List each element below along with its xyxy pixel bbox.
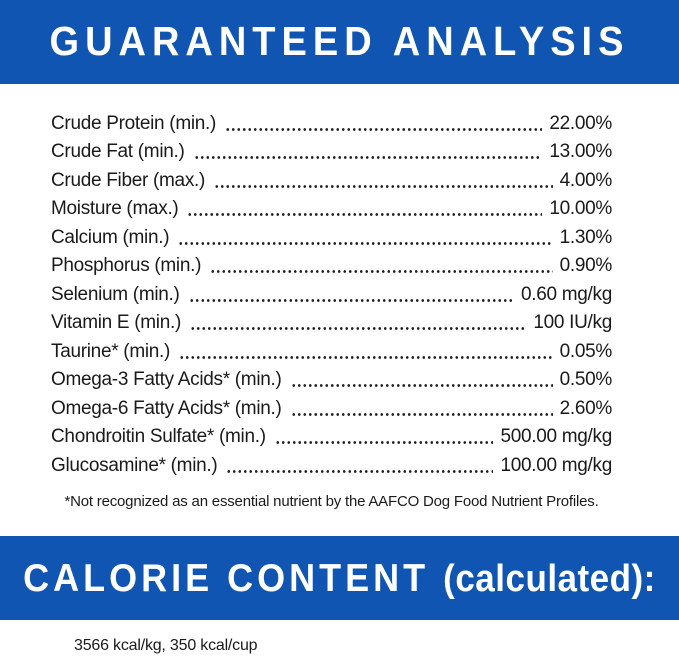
dot-leader <box>225 121 543 132</box>
calorie-value: 3566 kcal/kg, 350 kcal/cup <box>74 636 258 654</box>
nutrient-label: Glucosamine* (min.) <box>51 454 218 476</box>
analysis-row: Phosphorus (min.) 0.90% <box>51 249 612 278</box>
dot-leader <box>290 406 553 417</box>
analysis-row: Crude Fiber (max.) 4.00% <box>51 163 612 192</box>
nutrient-label: Calcium (min.) <box>51 226 170 248</box>
analysis-row: Taurine* (min.) 0.05% <box>51 334 612 363</box>
calorie-content-title-main: CALORIE CONTENT <box>23 554 444 600</box>
nutrient-value: 0.60 mg/kg <box>521 283 612 305</box>
analysis-row: Vitamin E (min.) 100 IU/kg <box>51 306 612 335</box>
nutrient-value: 0.05% <box>559 340 613 362</box>
calorie-content-banner: CALORIE CONTENT (calculated): <box>0 535 679 620</box>
guaranteed-analysis-banner: GUARANTEED ANALYSIS <box>0 0 679 84</box>
nutrient-value: 13.00% <box>549 141 612 162</box>
nutrient-value: 4.00% <box>559 169 613 191</box>
dot-leader <box>188 292 514 303</box>
nutrient-value: 1.30% <box>559 226 613 248</box>
analysis-row: Calcium (min.) 1.30% <box>51 220 612 249</box>
calorie-content-title-paren: (calculated): <box>443 556 656 600</box>
nutrient-label: Taurine* (min.) <box>51 340 171 362</box>
dot-leader <box>179 349 553 360</box>
guaranteed-analysis-table: Crude Protein (min.) 22.00% Crude Fat (m… <box>0 84 679 510</box>
dot-leader <box>190 321 527 331</box>
aafco-footnote: *Not recognized as an essential nutrient… <box>64 492 599 510</box>
dot-leader <box>187 207 543 217</box>
nutrient-label: Omega-6 Fatty Acids* (min.) <box>51 397 282 419</box>
nutrient-value: 0.90% <box>559 255 613 276</box>
nutrient-label: Chondroitin Sulfate* (min.) <box>51 426 266 447</box>
calorie-content-title: CALORIE CONTENT (calculated): <box>23 555 656 600</box>
nutrient-label: Omega-3 Fatty Acids* (min.) <box>51 369 282 390</box>
nutrient-value: 2.60% <box>559 397 613 419</box>
analysis-row: Selenium (min.) 0.60 mg/kg <box>51 277 612 306</box>
nutrient-value: 10.00% <box>549 198 612 219</box>
nutrient-label: Vitamin E (min.) <box>51 312 181 333</box>
nutrient-label: Phosphorus (min.) <box>51 255 202 276</box>
analysis-row: Crude Fat (min.) 13.00% <box>51 135 612 164</box>
analysis-row: Glucosamine* (min.) 100.00 mg/kg <box>51 448 612 477</box>
dot-leader <box>226 463 494 474</box>
analysis-row: Omega-6 Fatty Acids* (min.) 2.60% <box>51 391 612 420</box>
analysis-row: Omega-3 Fatty Acids* (min.) 0.50% <box>51 363 612 392</box>
dot-leader <box>214 178 553 189</box>
nutrient-value: 0.50% <box>559 369 613 390</box>
nutrient-value: 100 IU/kg <box>533 312 612 333</box>
analysis-row: Crude Protein (min.) 22.00% <box>51 106 612 135</box>
nutrient-label: Moisture (max.) <box>51 198 179 219</box>
dot-leader <box>274 435 494 445</box>
nutrient-label: Crude Protein (min.) <box>51 112 217 134</box>
guaranteed-analysis-title: GUARANTEED ANALYSIS <box>49 18 630 65</box>
nutrient-label: Crude Fat (min.) <box>51 141 185 162</box>
nutrient-label: Crude Fiber (max.) <box>51 169 206 191</box>
nutrient-value: 100.00 mg/kg <box>500 454 612 476</box>
nutrient-value: 22.00% <box>549 112 612 134</box>
nutrient-value: 500.00 mg/kg <box>500 426 612 447</box>
analysis-row: Chondroitin Sulfate* (min.) 500.00 mg/kg <box>51 420 612 449</box>
analysis-row: Moisture (max.) 10.00% <box>51 192 612 221</box>
nutrient-label: Selenium (min.) <box>51 283 180 305</box>
dot-leader <box>290 378 553 388</box>
dot-leader <box>178 235 553 246</box>
dot-leader <box>210 264 553 274</box>
dot-leader <box>193 150 543 160</box>
